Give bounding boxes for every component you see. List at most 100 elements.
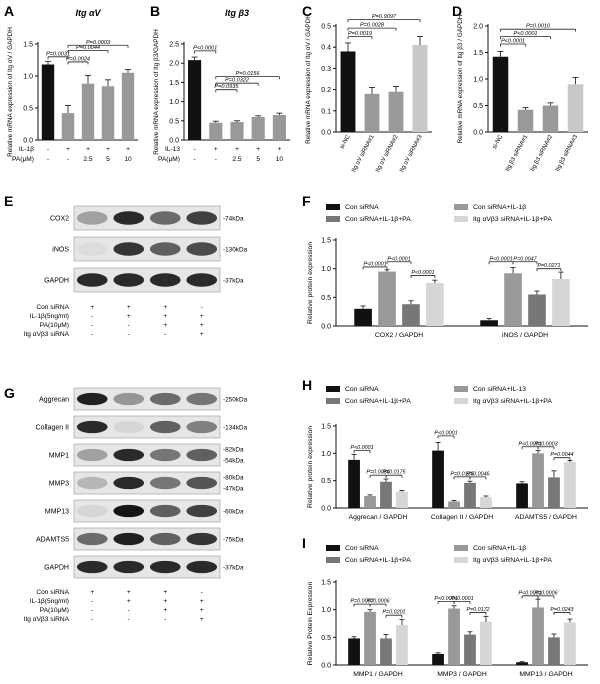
panel-d-bar <box>567 84 584 132</box>
panel-c-y-label: Relative mRNA expression of Itg αV / GAP… <box>305 14 312 144</box>
panel-i-pvalue-label: P=0.0172 <box>466 607 489 613</box>
panel-f-y-tick-label: 0.5 <box>321 295 331 302</box>
panel-d-y-tick-label: 2.0 <box>473 24 483 31</box>
panel-g-blot-treatment-mark: + <box>200 607 204 614</box>
panel-g-blot-band <box>76 504 108 518</box>
panel-g-blot-size-label: -250kDa <box>223 397 248 404</box>
panel-b-pvalue-label: P=0.0156 <box>236 71 261 77</box>
panel-g-blot-band <box>113 476 145 490</box>
panel-g-blot-band <box>76 448 108 462</box>
panel-g-blot-treatment-mark: + <box>127 589 131 596</box>
panel-h-pvalue-label: P<0.0001 <box>434 430 457 436</box>
panel-e-blot-treatment-label: Con siRNA <box>36 304 69 311</box>
panel-b-y-tick-label: 2.5 <box>169 42 179 49</box>
panel-g-blot-protein-label: MMP13 <box>45 509 69 516</box>
panel-g-blot-treatment-label: IL-1β(5ng/ml) <box>30 598 69 605</box>
panel-c-y-tick-label: 0.4 <box>321 45 331 52</box>
panel-i-legend-swatch <box>326 545 340 551</box>
panel-e-blot-band <box>76 242 108 256</box>
panel-g-blot-band <box>186 532 218 546</box>
panel-g-blot-treatment-mark: - <box>128 616 130 623</box>
panel-g-blot-membrane <box>73 415 221 439</box>
panel-a-row-mark: - <box>47 156 49 163</box>
panel-f-legend-label: Con siRNA+IL-1β <box>473 204 526 211</box>
panel-b-row-mark: + <box>214 146 218 153</box>
panel-g-blot-size-label: -75kDa <box>223 537 244 544</box>
panel-a-pvalue-label: P=0.0031 <box>46 51 70 57</box>
panel-e-blot-treatment-mark: - <box>91 313 93 320</box>
panel-c-y-tick-label: 0.5 <box>321 24 331 31</box>
panel-f-bar <box>354 308 372 326</box>
panel-e-blot-protein-label: COX2 <box>50 216 69 223</box>
panel-i-y-label: Relative Protein Expression <box>307 582 314 666</box>
panel-h-legend-label: Con siRNA+IL-13 <box>473 386 526 393</box>
panel-f-y-label: Relative protein expression <box>307 242 314 324</box>
panel-i-legend-label: Itg αVβ3 siRNA+IL-1β+PA <box>473 557 552 564</box>
panel-f-y-tick-label: 1.5 <box>321 238 331 245</box>
panel-g-blot-size-label: -47kDa <box>223 486 244 493</box>
panel-e-blot-band <box>76 273 108 287</box>
panel-e-blot-treatment-mark: - <box>164 331 166 338</box>
panel-a-title: Itg αV <box>75 8 101 18</box>
panel-g-blot-band <box>113 420 145 434</box>
panel-f-bar <box>552 278 570 326</box>
panel-a-y-tick-label: 0.0 <box>23 138 33 145</box>
panel-b-row-mark: - <box>193 156 195 163</box>
panel-a-y-label: Relative mRNA expression of Itg αV / GAP… <box>7 27 14 157</box>
panel-f-pvalue-label: P=0.0047 <box>513 256 537 262</box>
panel-e-blot-protein-label: iNOS <box>52 247 69 254</box>
panel-h-y-tick-label: 0.5 <box>321 478 331 485</box>
panel-e-blot-treatment-mark: + <box>200 322 204 329</box>
panel-b-bar <box>209 122 223 140</box>
panel-f-bar <box>402 304 420 326</box>
panel-h-pvalue-label: P<0.0001 <box>350 445 373 451</box>
panel-b-row-mark: 2.5 <box>232 156 241 163</box>
panel-b-y-tick-label: 2.0 <box>169 61 179 68</box>
panel-e-blot-treatment-mark: + <box>127 313 131 320</box>
panel-h-pvalue-label: P=0.0003 <box>534 441 557 447</box>
panel-h-legend-label: Con siRNA <box>345 386 379 393</box>
panel-g-blot-treatment-mark: + <box>200 598 204 605</box>
panel-c-pvalue-label: P=0.0028 <box>360 23 385 29</box>
panel-a-bar <box>41 64 55 140</box>
panel-h-bar <box>532 453 544 508</box>
panel-h-legend-label: Con siRNA+IL-1β+PA <box>345 398 411 405</box>
panel-e-blot-treatment-mark: - <box>201 304 203 311</box>
panel-h: Con siRNA Con siRNA+IL-13 Con siRNA+IL-1β+… <box>307 386 588 521</box>
panel-i-bar <box>548 637 560 665</box>
panel-b-y-tick-label: 0.5 <box>169 118 179 125</box>
panel-c-y-tick-label: 0.3 <box>321 66 331 73</box>
panel-f-bar <box>378 271 396 326</box>
panel-g-blot-band <box>149 476 181 490</box>
panel-f-legend-swatch <box>454 204 468 210</box>
panel-i-bar <box>396 625 408 665</box>
panel-e-blot-treatment-mark: + <box>90 304 94 311</box>
panel-g-blot-treatment-mark: + <box>163 607 167 614</box>
panel-h-pvalue-label: P=0.0086 <box>366 470 389 476</box>
panel-g-blot-treatment-mark: + <box>90 589 94 596</box>
panel-e-blot-treatment-mark: + <box>163 304 167 311</box>
panel-h-legend-swatch <box>326 386 340 392</box>
panel-g-blot-band <box>113 532 145 546</box>
panel-e-blot-band <box>149 211 181 225</box>
panel-e-blot-band <box>186 273 218 287</box>
panel-i-pvalue-label: P<0.0001 <box>434 596 457 602</box>
panel-a-row-mark: - <box>47 146 49 153</box>
panel-a-y-tick-label: 0.5 <box>23 106 33 113</box>
panel-f-bar <box>480 320 498 326</box>
panel-h-pvalue-label: P=0.0046 <box>466 471 489 477</box>
panel-h-bar <box>464 482 476 508</box>
panel-f-pvalue-label: P<0.0001 <box>387 256 410 262</box>
panel-c-x-tick-label: Itg αV siRNA#1 <box>351 134 376 174</box>
panel-letter-d: D <box>452 3 462 19</box>
panel-d-bar <box>517 109 534 132</box>
panel-e-blot-treatment-mark: + <box>127 304 131 311</box>
panel-g-blot-treatment-mark: - <box>128 607 130 614</box>
panel-b-row-mark: + <box>277 146 281 153</box>
panel-g-blot-size-label: -54kDa <box>223 458 244 465</box>
panel-h-bar <box>364 495 376 508</box>
panel-i-y-tick-label: 1.5 <box>321 580 331 587</box>
panel-g-blot-treatment-label: PA(10μM) <box>40 607 69 614</box>
panel-d-x-tick-label: si-NC <box>492 134 505 151</box>
panel-b-row-mark: 10 <box>276 156 284 163</box>
